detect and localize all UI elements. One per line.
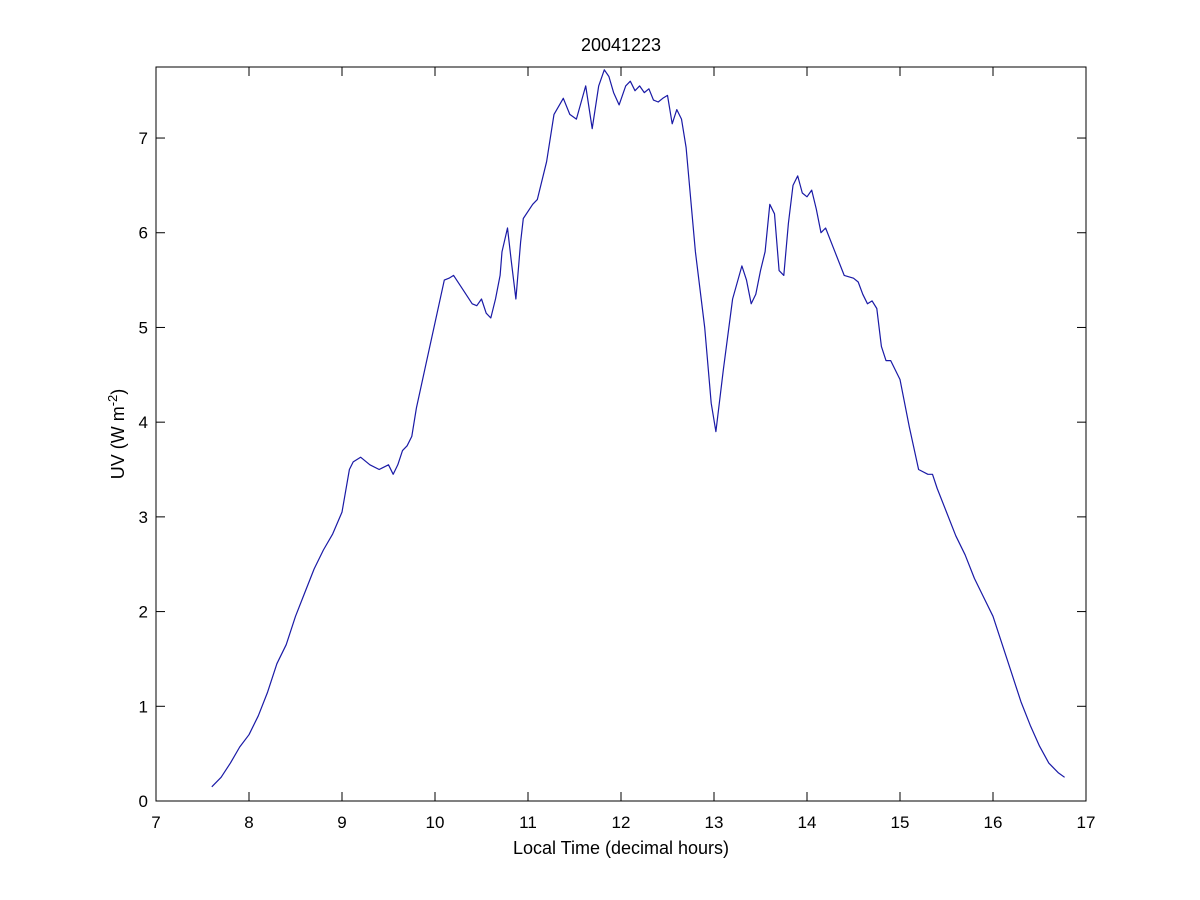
y-tick-label: 6 [139, 224, 148, 243]
y-tick-label: 0 [139, 792, 148, 811]
x-tick-label: 8 [244, 813, 253, 832]
x-tick-label: 14 [798, 813, 817, 832]
x-tick-label: 11 [519, 813, 537, 832]
x-tick-label: 7 [151, 813, 160, 832]
y-axis-label: UV (W m-2) [105, 389, 128, 480]
y-axis-label-main: UV (W m [108, 406, 128, 479]
axes-frame [155, 66, 1087, 802]
y-tick-label: 1 [139, 697, 148, 716]
y-tick-label: 7 [139, 129, 148, 148]
x-tick-label: 16 [984, 813, 1003, 832]
chart-title: 20041223 [581, 35, 661, 55]
y-axis-label-superscript: -2 [105, 395, 120, 407]
y-tick-label: 4 [139, 413, 148, 432]
y-axis-label-closing: ) [108, 389, 128, 395]
y-tick-label: 5 [139, 318, 148, 337]
x-tick-label: 9 [337, 813, 346, 832]
x-axis-label: Local Time (decimal hours) [513, 838, 729, 858]
y-tick-label: 3 [139, 508, 148, 527]
x-tick-label: 17 [1077, 813, 1096, 832]
x-tick-label: 15 [891, 813, 910, 832]
uv-series-line [211, 69, 1065, 788]
x-tick-label: 10 [426, 813, 445, 832]
y-tick-label: 2 [139, 603, 148, 622]
x-tick-label: 13 [705, 813, 724, 832]
x-tick-label: 12 [612, 813, 631, 832]
